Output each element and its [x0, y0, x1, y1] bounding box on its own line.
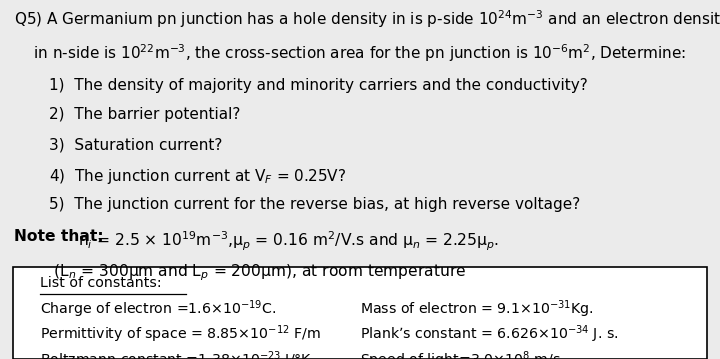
Text: List of constants:: List of constants:: [40, 276, 161, 290]
Text: n$_i$ = 2.5 × 10$^{19}$m$^{-3}$,μ$_p$ = 0.16 m$^{2}$/V.s and μ$_n$ = 2.25μ$_p$.: n$_i$ = 2.5 × 10$^{19}$m$^{-3}$,μ$_p$ = …: [78, 229, 499, 253]
Text: Q5) A Germanium pn junction has a hole density in is p-side $10^{24}$m$^{-3}$ an: Q5) A Germanium pn junction has a hole d…: [14, 8, 720, 29]
Text: (L$_n$ = 300μm and L$_p$ = 200μm), at room temperature: (L$_n$ = 300μm and L$_p$ = 200μm), at ro…: [14, 262, 467, 283]
Text: 1)  The density of majority and minority carriers and the conductivity?: 1) The density of majority and minority …: [49, 78, 588, 93]
FancyBboxPatch shape: [13, 267, 707, 359]
Text: Permittivity of space = 8.85×10$^{-12}$ F/m: Permittivity of space = 8.85×10$^{-12}$ …: [40, 324, 320, 345]
Text: 4)  The junction current at V$_F$ = 0.25V?: 4) The junction current at V$_F$ = 0.25V…: [49, 167, 346, 186]
Text: 5)  The junction current for the reverse bias, at high reverse voltage?: 5) The junction current for the reverse …: [49, 197, 580, 212]
Text: Plank’s constant = 6.626×10$^{-34}$ J. s.: Plank’s constant = 6.626×10$^{-34}$ J. s…: [360, 324, 618, 345]
Text: Mass of electron = 9.1×10$^{-31}$Kg.: Mass of electron = 9.1×10$^{-31}$Kg.: [360, 298, 594, 320]
Text: in n-side is $10^{22}$m$^{-3}$, the cross-section area for the pn junction is $1: in n-side is $10^{22}$m$^{-3}$, the cros…: [14, 43, 686, 64]
Text: 2)  The barrier potential?: 2) The barrier potential?: [49, 107, 240, 122]
Text: 3)  Saturation current?: 3) Saturation current?: [49, 137, 222, 152]
Text: Charge of electron =1.6×10$^{-19}$C.: Charge of electron =1.6×10$^{-19}$C.: [40, 298, 276, 320]
Text: Boltzmann constant =1.38×10$^{-23}$ J/°K: Boltzmann constant =1.38×10$^{-23}$ J/°K: [40, 350, 312, 359]
Text: Speed of light=3.0×10$^{8}$ m/s: Speed of light=3.0×10$^{8}$ m/s: [360, 350, 561, 359]
Text: Note that:: Note that:: [14, 229, 109, 244]
